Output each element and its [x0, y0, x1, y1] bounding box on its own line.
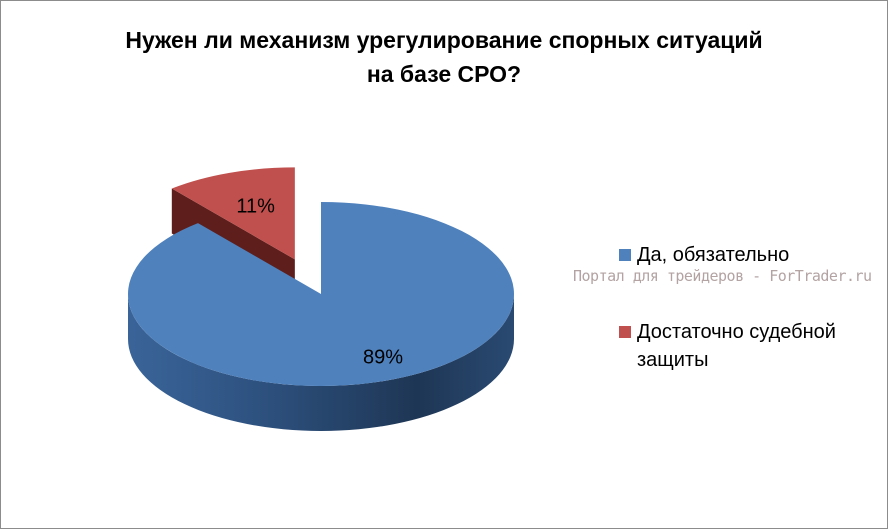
legend-swatch [619, 249, 631, 261]
slice [127, 202, 514, 387]
slice [171, 167, 295, 260]
chart-title: Нужен ли механизм урегулирование спорных… [125, 27, 763, 87]
legend-swatch [619, 326, 631, 338]
legend-label: Достаточно судебной защиты [637, 321, 836, 371]
data-label: 89% [363, 346, 403, 368]
slice-side [128, 294, 514, 431]
legend-label: Да, обязательно [637, 244, 790, 266]
data-label: 11% [236, 196, 275, 218]
watermark: Портал для трейдеров - ForTrader.ru [573, 267, 872, 285]
